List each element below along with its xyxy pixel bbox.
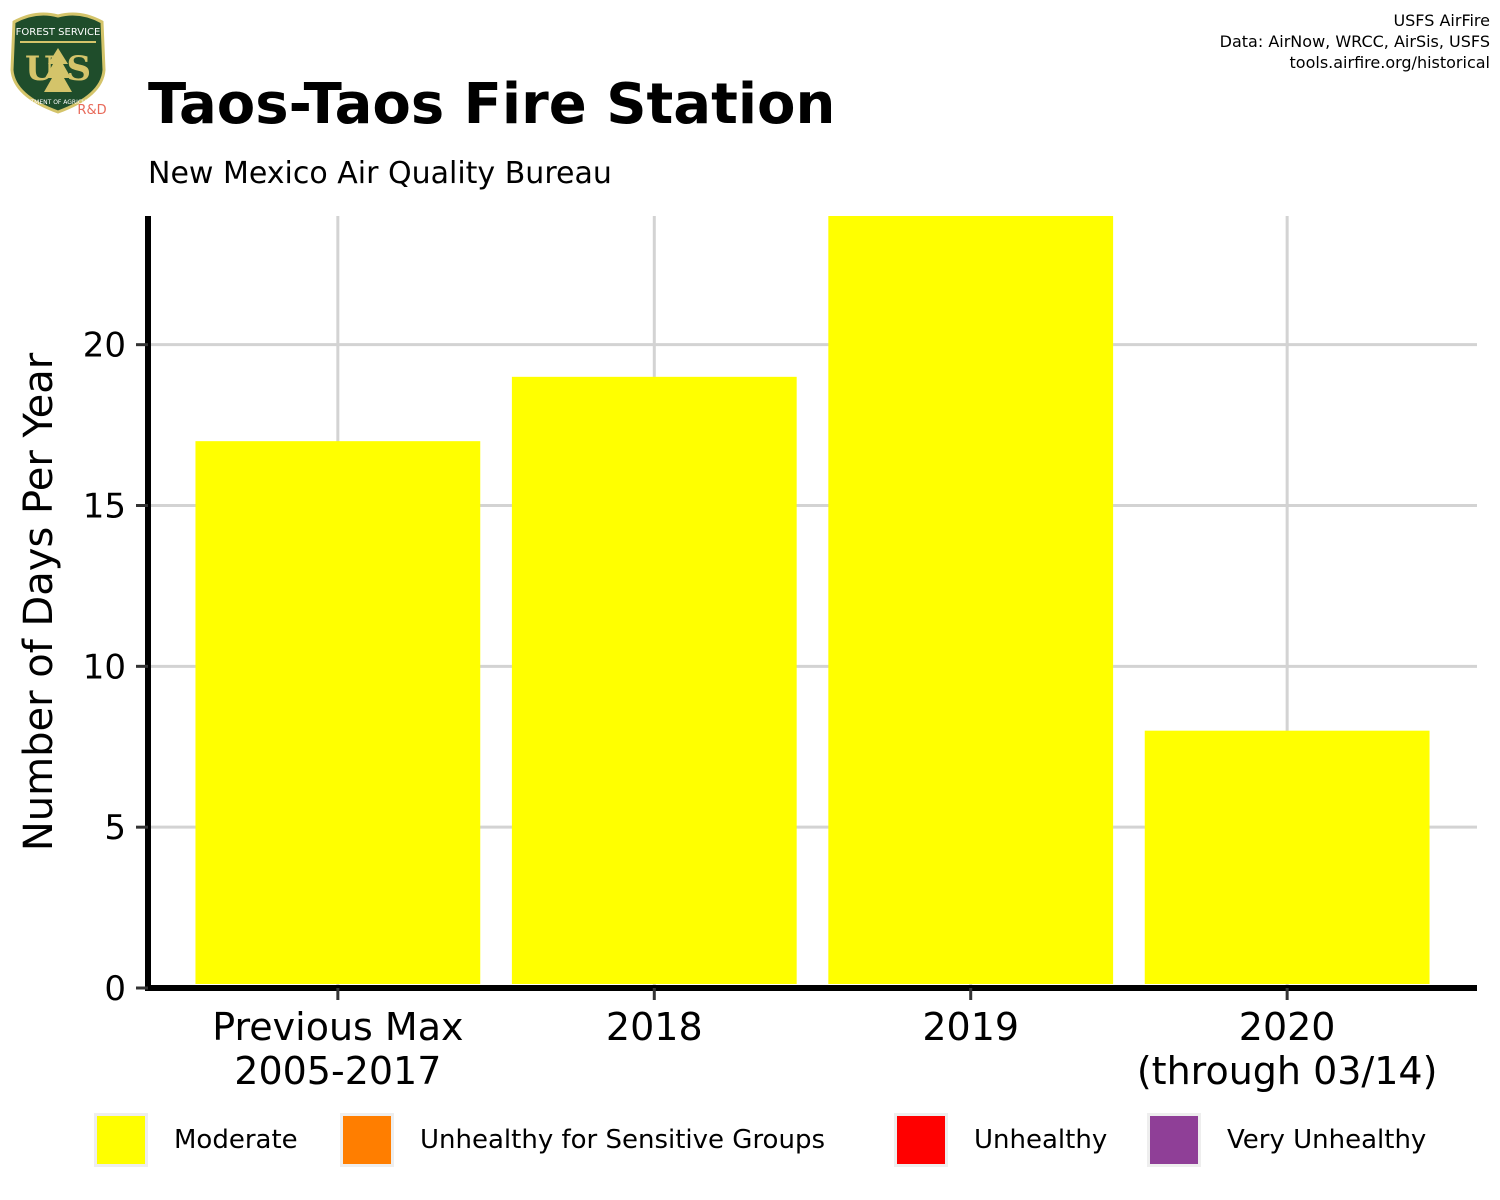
legend-item-very-unhealthy: Very Unhealthy: [1147, 1110, 1426, 1170]
legend: Moderate Unhealthy for Sensitive Groups …: [0, 1110, 1500, 1170]
credit-line: tools.airfire.org/historical: [1289, 53, 1490, 72]
credit-line: Data: AirNow, WRCC, AirSis, USFS: [1219, 32, 1490, 51]
usfs-logo: FOREST SERVICE U S DEPARTMENT OF AGRICUL…: [6, 8, 116, 118]
legend-item-unhealthy: Unhealthy: [894, 1110, 1107, 1170]
logo-top-text: FOREST SERVICE: [16, 27, 101, 38]
chart-title: Taos-Taos Fire Station: [148, 72, 836, 137]
logo-bottom-text: DEPARTMENT OF AGRICULTURE: [11, 99, 105, 106]
y-axis-label: Number of Days Per Year: [16, 352, 62, 851]
bar: [511, 376, 797, 984]
legend-swatch: [340, 1113, 394, 1167]
legend-label: Moderate: [174, 1125, 298, 1155]
bar: [195, 441, 481, 985]
bar: [1144, 730, 1430, 984]
legend-label: Very Unhealthy: [1227, 1125, 1427, 1155]
credits: USFS AirFire Data: AirNow, WRCC, AirSis,…: [1220, 10, 1490, 73]
legend-label: Unhealthy: [974, 1125, 1108, 1155]
x-tick-label: 2019: [922, 1005, 1019, 1049]
y-tick-label: 0: [104, 969, 126, 1009]
bar: [828, 216, 1114, 984]
x-tick-label: 2005-2017: [234, 1049, 441, 1093]
legend-item-usg: Unhealthy for Sensitive Groups: [340, 1110, 825, 1170]
y-tick-label: 15: [83, 487, 126, 527]
legend-swatch: [94, 1113, 148, 1167]
x-tick-label: 2020: [1239, 1005, 1336, 1049]
usfs-shield-icon: FOREST SERVICE U S DEPARTMENT OF AGRICUL…: [10, 12, 107, 118]
x-tick-label: (through 03/14): [1137, 1049, 1438, 1093]
y-tick-label: 5: [104, 808, 126, 848]
y-tick-label: 10: [83, 647, 126, 687]
chart-subtitle: New Mexico Air Quality Bureau: [148, 156, 612, 191]
x-tick-label: Previous Max: [212, 1005, 463, 1049]
y-tick-label: 20: [83, 326, 126, 366]
credit-line: USFS AirFire: [1393, 11, 1490, 30]
legend-label: Unhealthy for Sensitive Groups: [420, 1125, 825, 1155]
logo-tag: R&D: [77, 103, 106, 118]
x-tick-label: 2018: [606, 1005, 703, 1049]
legend-swatch: [1147, 1113, 1201, 1167]
legend-swatch: [894, 1113, 948, 1167]
legend-item-moderate: Moderate: [94, 1110, 298, 1170]
